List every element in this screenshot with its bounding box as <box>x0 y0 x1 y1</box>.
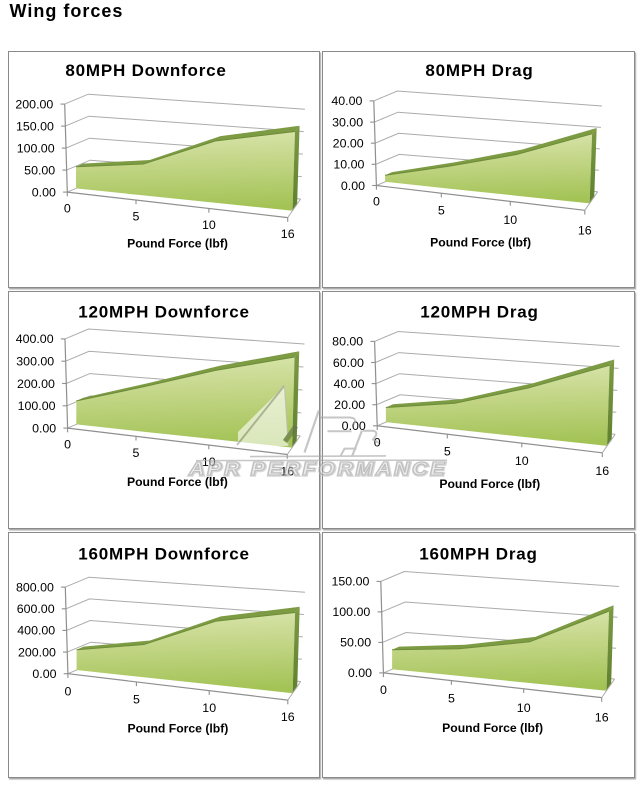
svg-text:100.00: 100.00 <box>18 399 56 413</box>
svg-text:120MPH Downforce: 120MPH Downforce <box>78 303 250 322</box>
svg-text:16: 16 <box>595 464 609 478</box>
svg-text:40.00: 40.00 <box>333 377 364 391</box>
svg-text:60.00: 60.00 <box>333 356 364 370</box>
svg-text:20.00: 20.00 <box>333 137 364 151</box>
svg-text:400.00: 400.00 <box>17 624 55 638</box>
svg-text:APR PERFORMANCE: APR PERFORMANCE <box>188 459 447 479</box>
svg-text:5: 5 <box>133 210 140 224</box>
svg-text:50.00: 50.00 <box>340 636 371 650</box>
svg-text:0: 0 <box>373 194 380 208</box>
svg-text:5: 5 <box>133 446 140 460</box>
svg-text:Pound Force (lbf): Pound Force (lbf) <box>439 477 540 491</box>
svg-text:5: 5 <box>133 693 140 707</box>
svg-text:Pound Force (lbf): Pound Force (lbf) <box>442 721 543 735</box>
svg-text:16: 16 <box>280 465 294 479</box>
svg-text:Pound Force (lbf): Pound Force (lbf) <box>127 475 228 489</box>
svg-text:200.00: 200.00 <box>18 645 56 659</box>
svg-text:160MPH Downforce: 160MPH Downforce <box>78 544 250 563</box>
svg-text:0: 0 <box>64 438 71 452</box>
svg-text:10: 10 <box>202 218 216 232</box>
svg-text:Pound Force (lbf): Pound Force (lbf) <box>127 236 228 250</box>
svg-text:5: 5 <box>444 444 451 458</box>
svg-text:10: 10 <box>202 701 216 715</box>
svg-text:20.00: 20.00 <box>334 398 365 412</box>
svg-text:100.00: 100.00 <box>332 605 370 619</box>
svg-text:0.00: 0.00 <box>348 666 372 680</box>
svg-text:100.00: 100.00 <box>17 141 55 155</box>
svg-text:120MPH Drag: 120MPH Drag <box>420 303 538 322</box>
svg-text:5: 5 <box>448 692 455 706</box>
svg-text:0.00: 0.00 <box>32 667 56 681</box>
svg-text:10.00: 10.00 <box>333 158 364 172</box>
svg-text:800.00: 800.00 <box>16 580 54 594</box>
svg-text:0: 0 <box>64 202 71 216</box>
svg-text:80MPH Drag: 80MPH Drag <box>425 61 533 80</box>
svg-text:80.00: 80.00 <box>332 335 363 349</box>
svg-text:0.00: 0.00 <box>342 419 366 433</box>
svg-text:150.00: 150.00 <box>16 119 54 133</box>
svg-text:0.00: 0.00 <box>32 421 56 435</box>
svg-text:200.00: 200.00 <box>17 377 55 391</box>
svg-text:200.00: 200.00 <box>15 97 53 111</box>
svg-text:40.00: 40.00 <box>331 94 362 108</box>
svg-text:50.00: 50.00 <box>24 163 55 177</box>
svg-text:150.00: 150.00 <box>331 575 369 589</box>
svg-text:5: 5 <box>438 204 445 218</box>
svg-text:16: 16 <box>281 227 295 241</box>
svg-text:Pound Force (lbf): Pound Force (lbf) <box>430 235 531 249</box>
svg-text:Pound Force (lbf): Pound Force (lbf) <box>127 721 228 735</box>
svg-text:80MPH Downforce: 80MPH Downforce <box>65 61 226 80</box>
svg-text:10: 10 <box>202 455 216 469</box>
svg-text:0.00: 0.00 <box>341 179 365 193</box>
svg-text:APR PERFORMANCE: APR PERFORMANCE <box>188 460 447 480</box>
svg-text:600.00: 600.00 <box>17 602 55 616</box>
svg-text:160MPH Drag: 160MPH Drag <box>419 544 537 563</box>
svg-text:0: 0 <box>64 685 71 699</box>
svg-text:10: 10 <box>503 213 517 227</box>
svg-text:30.00: 30.00 <box>332 115 363 129</box>
svg-text:16: 16 <box>578 223 592 237</box>
svg-text:16: 16 <box>281 710 295 724</box>
svg-text:300.00: 300.00 <box>16 355 54 369</box>
svg-text:10: 10 <box>517 701 531 715</box>
svg-text:10: 10 <box>515 454 529 468</box>
svg-text:16: 16 <box>595 711 609 725</box>
svg-text:0.00: 0.00 <box>32 185 56 199</box>
svg-text:400.00: 400.00 <box>16 332 54 346</box>
svg-text:0: 0 <box>380 683 387 697</box>
